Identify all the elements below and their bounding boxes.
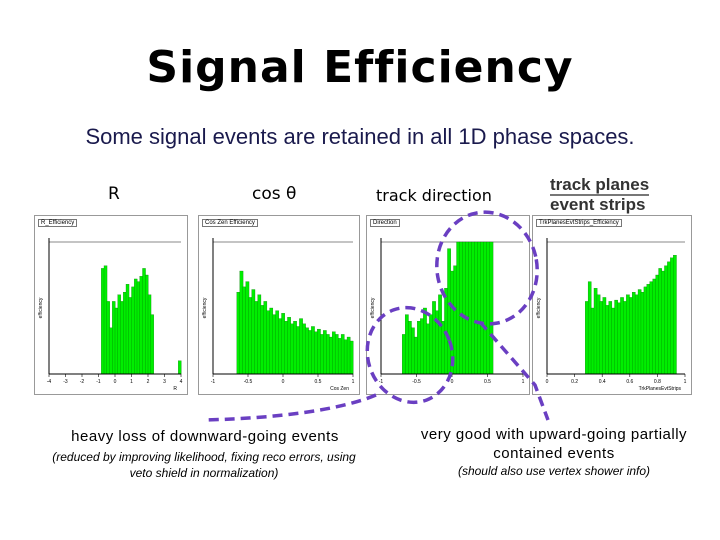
x-tick-label: 1 (522, 379, 525, 385)
circle-upward (435, 210, 539, 326)
y-axis-label: efficiency (536, 297, 542, 318)
x-tick-label: 0.2 (571, 379, 578, 385)
annotation-downward-main: heavy loss of downward-going events (71, 428, 339, 445)
x-tick-label: 0.6 (626, 379, 633, 385)
plot-tab: Direction (370, 219, 400, 227)
x-tick-label: -0.5 (412, 379, 421, 385)
plot-r-svg: efficiency -4 -3 -2 -1 0 1 2 3 4R (38, 238, 183, 392)
x-tick-label: -1 (379, 379, 384, 385)
x-tick-label: 1 (684, 379, 687, 385)
x-tick-label: -2 (80, 379, 85, 385)
x-tick-label: 0 (451, 379, 454, 385)
y-axis-label: efficiency (202, 297, 208, 318)
x-axis-label: Cos Zen (330, 386, 349, 392)
leader-right (478, 320, 550, 421)
leader-left (204, 393, 377, 422)
slide-title: Signal Efficiency (146, 42, 574, 93)
plot-cos-zen-efficiency: Cos Zen Efficiency efficiency -1 -0.5 0 0.5 1… (198, 215, 360, 395)
plot-tab: Cos Zen Efficiency (202, 219, 258, 227)
x-tick-label: -1 (96, 379, 101, 385)
x-tick-label: 0 (546, 379, 549, 385)
x-tick-label: 0 (114, 379, 117, 385)
plot-direction-svg: efficiency -1 -0.5 0 0.5 1 (370, 238, 525, 385)
x-tick-label: 2 (147, 379, 150, 385)
x-tick-label: -1 (211, 379, 216, 385)
plot-direction-efficiency: Direction efficiency -1 -0.5 0 0.5 1 (366, 215, 530, 395)
x-tick-label: 1 (130, 379, 133, 385)
label-cos-theta: cos θ (252, 184, 297, 204)
slide-subtitle: Some signal events are retained in all 1… (85, 124, 635, 149)
x-axis-label: R (173, 386, 177, 392)
x-tick-label: 1 (352, 379, 355, 385)
x-tick-label: 0.4 (599, 379, 606, 385)
x-tick-label: 0.8 (654, 379, 661, 385)
x-axis-label: TrkPlanesEvtStrips (639, 386, 682, 392)
label-track-planes-line1: track planes (550, 175, 650, 196)
circle-downward (365, 305, 455, 405)
annotation-upward-main: very good with upward-going partially co… (420, 426, 688, 462)
plot-tab: R_Efficiency (38, 219, 78, 227)
plot-trkplanes-svg: efficiency 0 0.2 0.4 0.6 0.8 1TrkPlanesEvtStri… (536, 238, 687, 392)
annotation-downward-sub: (reduced by improving likelihood, fixing… (52, 450, 356, 480)
y-axis-label: efficiency (38, 297, 44, 318)
label-track-planes: track planes event strips (550, 175, 650, 214)
x-tick-label: 3 (163, 379, 166, 385)
x-tick-label: 4 (180, 379, 183, 385)
label-r: R (108, 184, 120, 204)
x-tick-label: -3 (63, 379, 68, 385)
plot-trkplanes-efficiency: TrkPlanesEvtStrips_Efficiency efficiency… (532, 215, 692, 395)
x-tick-label: 0.5 (484, 379, 491, 385)
label-track-planes-line2: event strips (550, 195, 646, 214)
x-tick-label: 0 (282, 379, 285, 385)
x-tick-label: 0.5 (315, 379, 322, 385)
label-track-direction: track direction (376, 186, 492, 205)
plot-tab: TrkPlanesEvtStrips_Efficiency (536, 219, 622, 227)
x-tick-label: -0.5 (244, 379, 253, 385)
annotation-upward-sub: (should also use vertex shower info) (457, 464, 651, 478)
y-axis-label: efficiency (370, 297, 376, 318)
plot-r-efficiency: R_Efficiency efficiency -4 -3 -2 -1 0 1 2 3 4 R (34, 215, 188, 395)
x-tick-label: -4 (47, 379, 52, 385)
